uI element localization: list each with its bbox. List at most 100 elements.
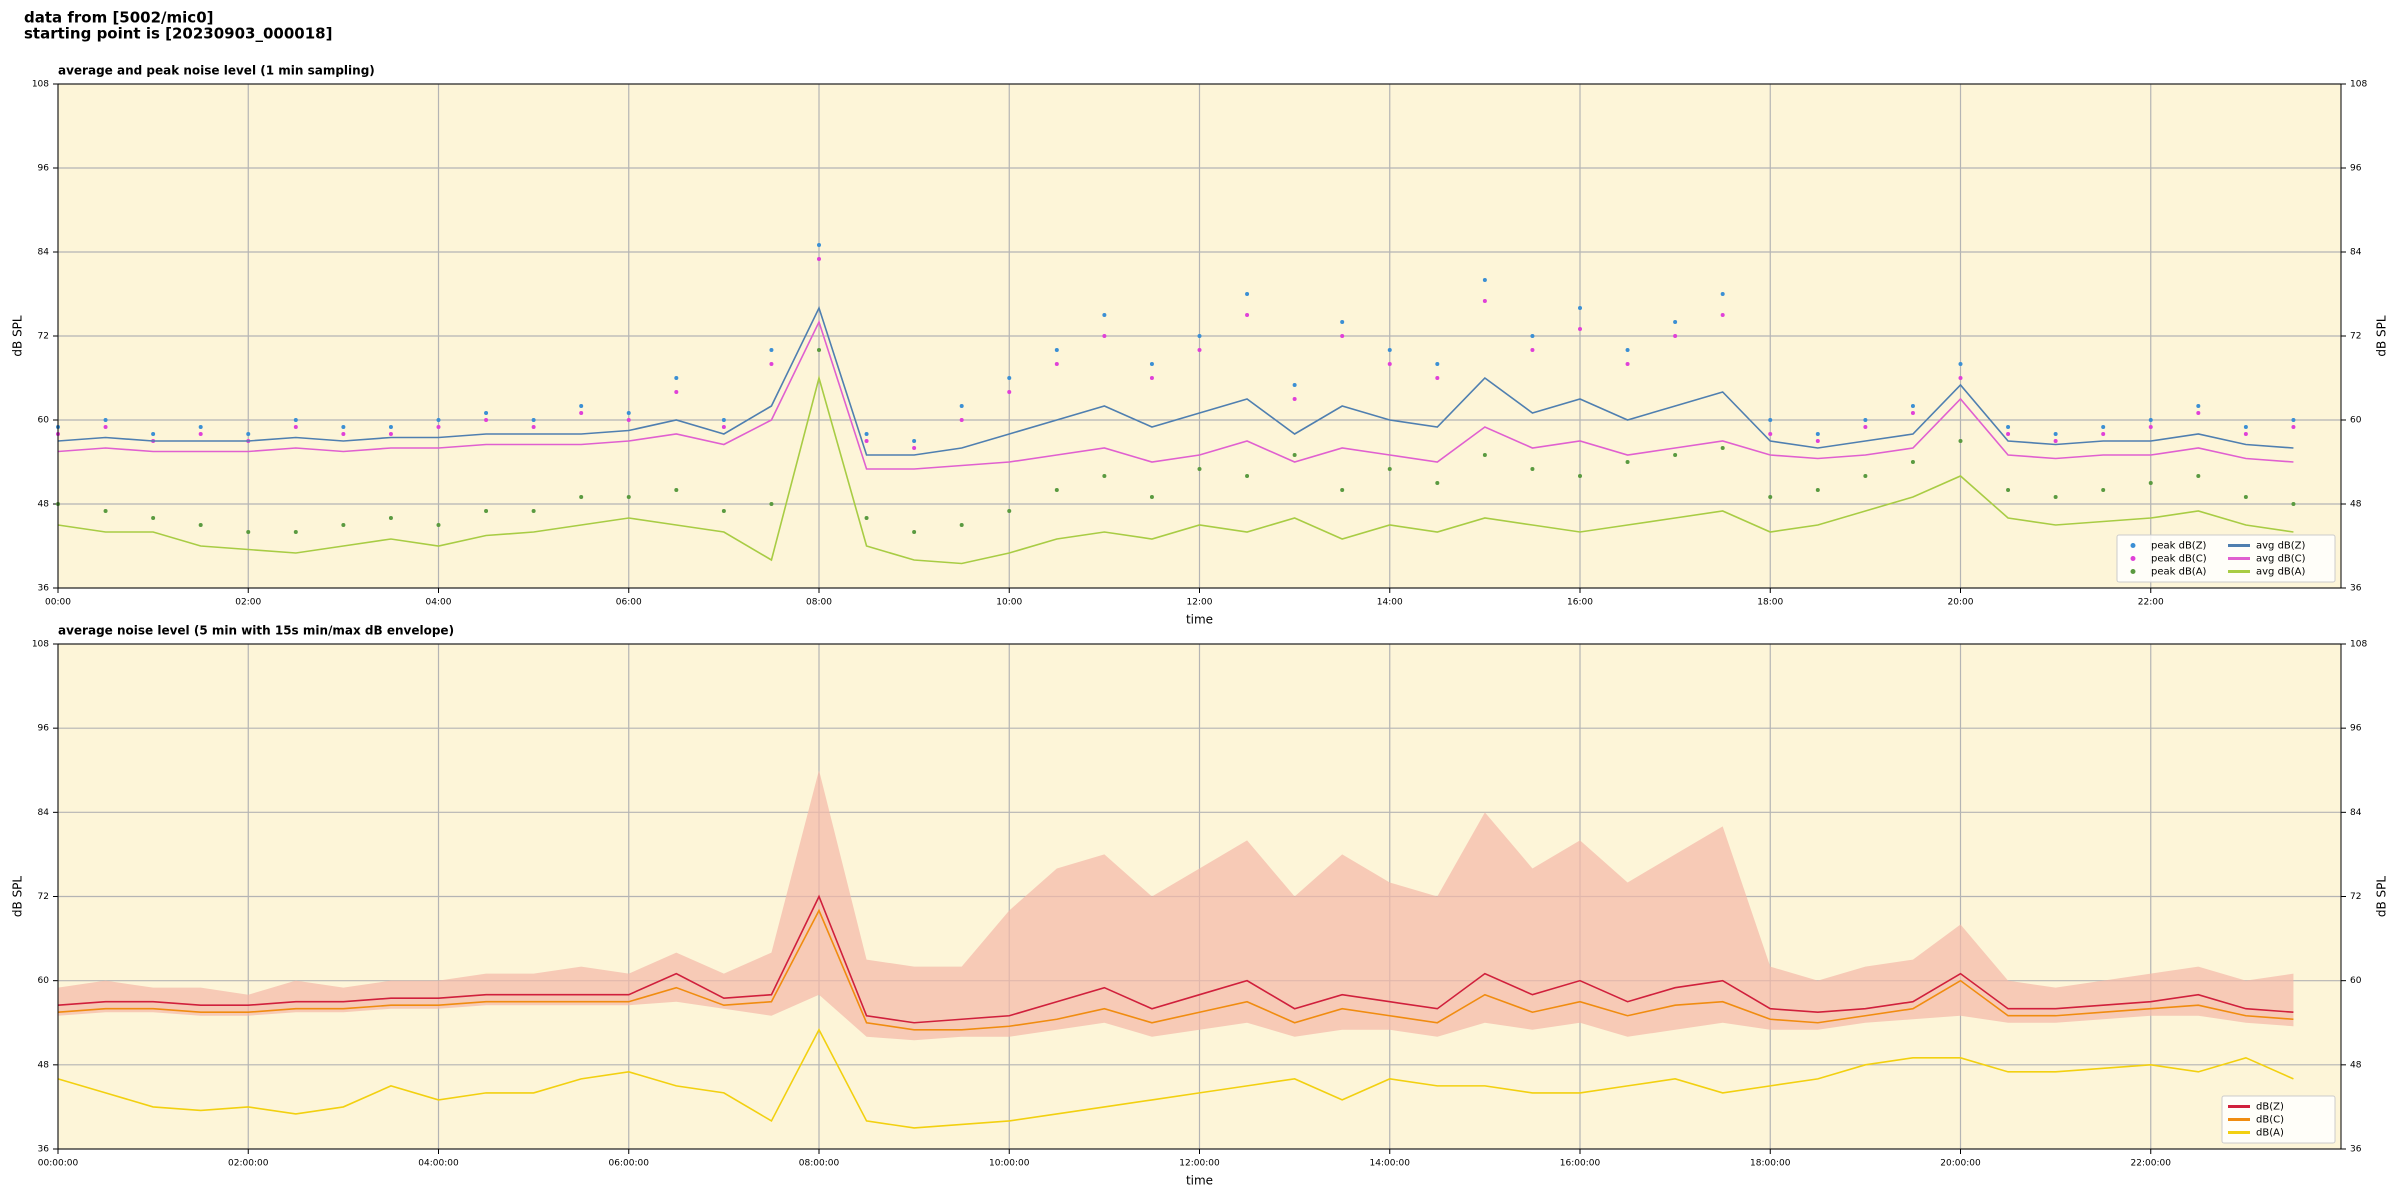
y-tick-label: 96: [38, 164, 50, 174]
peak-point: [1387, 348, 1392, 352]
y2-tick-label: 36: [2350, 1145, 2362, 1155]
series-line: [57, 908, 2294, 1031]
peak-point: [388, 425, 393, 429]
peak-point: [341, 523, 346, 527]
peak-point: [388, 516, 393, 520]
peak-point: [1863, 418, 1868, 422]
peak-point: [198, 432, 203, 436]
legend-box: [2221, 1095, 2336, 1144]
peak-point: [436, 418, 441, 422]
y-tick-label: 84: [38, 248, 50, 258]
x-tick-label: 18:00:00: [1750, 1159, 1791, 1169]
peak-point: [1197, 348, 1202, 352]
peak-point: [151, 432, 156, 436]
peak-point: [2243, 432, 2248, 436]
peak-point: [1292, 383, 1297, 387]
y2-tick-label: 60: [2350, 416, 2362, 426]
peak-point: [484, 411, 489, 415]
legend-marker: [2130, 569, 2136, 574]
y2-axis-label: dB SPL: [2375, 315, 2389, 357]
peak-point: [721, 418, 726, 422]
header-line: data from [5002/mic0]: [24, 9, 214, 27]
peak-point: [2243, 425, 2248, 429]
y2-tick-label: 72: [2350, 332, 2361, 342]
x-tick-label: 20:00:00: [1940, 1159, 1981, 1169]
peak-point: [2053, 432, 2058, 436]
y-tick-label: 108: [32, 640, 49, 650]
peak-point: [626, 411, 631, 415]
peak-point: [1720, 313, 1725, 317]
peak-point: [1054, 488, 1059, 492]
peak-point: [531, 509, 536, 513]
peak-point: [1958, 439, 1963, 443]
peak-point: [2101, 488, 2106, 492]
peak-point: [674, 376, 679, 380]
peak-point: [1958, 376, 1963, 380]
peak-point: [1530, 348, 1535, 352]
peak-point: [2101, 425, 2106, 429]
peak-point: [1482, 278, 1487, 282]
y-tick-label: 72: [38, 892, 49, 902]
peak-point: [484, 509, 489, 513]
peak-point: [1007, 376, 1012, 380]
x-tick-label: 06:00: [616, 598, 642, 608]
plot-frame: [57, 83, 2342, 589]
peak-point: [2053, 495, 2058, 499]
peak-point: [2291, 418, 2296, 422]
x-axis-label: time: [1186, 1174, 1213, 1188]
plot-title: average and peak noise level (1 min samp…: [58, 64, 375, 78]
x-tick-label: 04:00:00: [418, 1159, 459, 1169]
x-axis-label: time: [1186, 613, 1213, 627]
peak-point: [2196, 474, 2201, 478]
legend-label: peak dB(A): [2151, 567, 2207, 578]
peak-point: [2196, 404, 2201, 408]
peak-point: [959, 404, 964, 408]
peak-point: [1340, 488, 1345, 492]
peak-point: [1340, 334, 1345, 338]
envelope-area: [58, 770, 2294, 1041]
x-tick-label: 18:00: [1757, 598, 1783, 608]
x-tick-label: 12:00:00: [1179, 1159, 1220, 1169]
peak-point: [2148, 481, 2153, 485]
peak-point: [484, 418, 489, 422]
peak-point: [198, 425, 203, 429]
peak-point: [1625, 362, 1630, 366]
peak-point: [769, 362, 774, 366]
peak-point: [1340, 320, 1345, 324]
y-tick-label: 48: [38, 1060, 50, 1070]
peak-point: [817, 348, 821, 352]
series-line: [57, 894, 2294, 1024]
peak-point: [246, 432, 251, 436]
peak-point: [959, 418, 964, 422]
peak-point: [1720, 446, 1725, 450]
y2-tick-label: 84: [2350, 808, 2362, 818]
peak-point: [1245, 292, 1250, 296]
peak-point: [2291, 502, 2296, 506]
peak-point: [2006, 425, 2011, 429]
legend-marker: [2130, 543, 2136, 548]
legend-label: avg dB(C): [2256, 554, 2306, 565]
y-tick-label: 36: [38, 584, 50, 594]
peak-point: [1387, 467, 1392, 471]
x-tick-label: 10:00:00: [989, 1159, 1030, 1169]
peak-point: [1673, 453, 1678, 457]
x-tick-label: 12:00: [1187, 598, 1213, 608]
y-tick-label: 96: [38, 724, 50, 734]
y2-tick-label: 84: [2350, 248, 2362, 258]
y-tick-label: 60: [38, 976, 50, 986]
x-tick-label: 14:00: [1377, 598, 1403, 608]
peak-point: [817, 243, 821, 247]
peak-point: [2006, 432, 2011, 436]
x-tick-label: 06:00:00: [609, 1159, 650, 1169]
peak-point: [626, 495, 631, 499]
peak-point: [1673, 334, 1678, 338]
x-tick-label: 00:00:00: [38, 1159, 79, 1169]
peak-point: [293, 418, 298, 422]
peak-point: [769, 502, 774, 506]
peak-point: [579, 411, 584, 415]
peak-point: [674, 488, 679, 492]
x-tick-label: 20:00: [1948, 598, 1974, 608]
peak-point: [1292, 453, 1297, 457]
y-axis-label: dB SPL: [11, 876, 25, 918]
peak-point: [531, 425, 536, 429]
